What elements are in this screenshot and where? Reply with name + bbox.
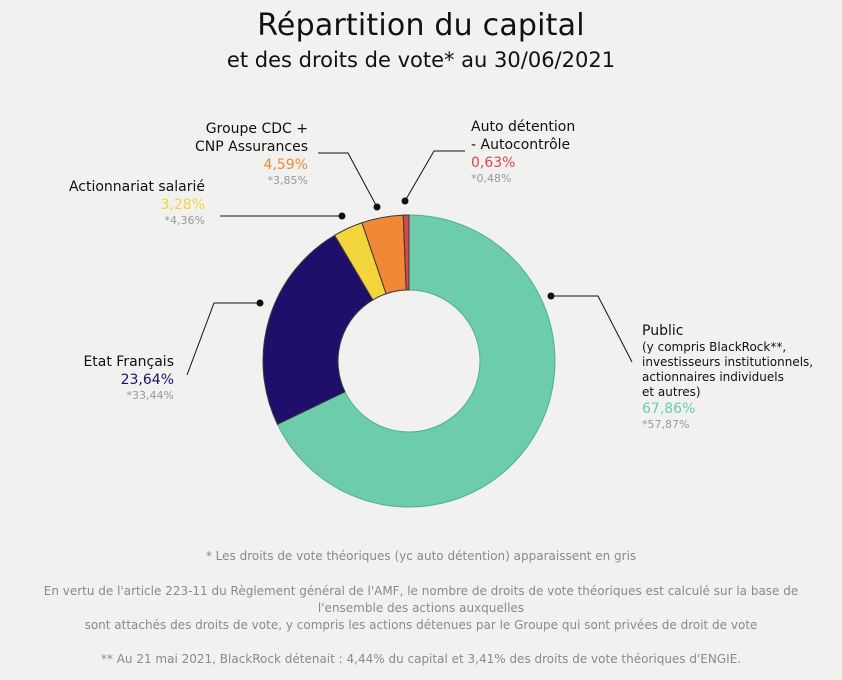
- slice-label-cdc: Groupe CDC + CNP Assurances 4,59% *3,85%: [150, 120, 308, 188]
- slice-name-etat: Etat Français: [83, 354, 174, 370]
- slice-auto: [402, 214, 410, 291]
- slice-etat: [262, 234, 374, 425]
- slice-name-auto-2: - Autocontrôle: [471, 137, 571, 153]
- slice-value-cdc: 4,59%: [263, 157, 308, 173]
- slice-vote-etat: *33,44%: [126, 389, 174, 402]
- slice-value-public: 67,86%: [642, 401, 696, 417]
- leader-dot-etat: [256, 299, 264, 307]
- footnote-blackrock: ** Au 21 mai 2021, BlackRock détenait : …: [100, 652, 742, 666]
- slice-name-cdc-1: Groupe CDC +: [205, 121, 308, 137]
- slice-value-salarie: 3,28%: [160, 197, 205, 213]
- leader-line-auto: [404, 150, 465, 202]
- slice-label-public: Public (y compris BlackRock**, investiss…: [642, 322, 813, 432]
- chart-title: Répartition du capital: [257, 8, 585, 43]
- slice-public: [276, 214, 556, 508]
- footnote-amf-3: sont attachés des droits de vote, y comp…: [84, 618, 758, 632]
- slice-name-salarie: Actionnariat salarié: [68, 179, 205, 195]
- leader-dot-public: [547, 292, 555, 300]
- chart-subtitle: et des droits de vote* au 30/06/2021: [226, 48, 616, 72]
- slice-vote-cdc: *3,85%: [267, 174, 308, 187]
- leader-dot-auto: [401, 197, 409, 205]
- slice-name-auto-1: Auto détention: [471, 119, 576, 135]
- slice-label-salarie: Actionnariat salarié 3,28% *4,36%: [40, 178, 205, 228]
- footnote-votes: * Les droits de vote théoriques (yc auto…: [205, 549, 637, 563]
- leader-line-etat: [186, 302, 260, 376]
- leader-line-cdc: [318, 152, 378, 208]
- slice-value-etat: 23,64%: [120, 372, 174, 388]
- slice-name-public: Public: [642, 323, 684, 339]
- leader-dot-cdc: [373, 203, 381, 211]
- slice-name-cdc-2: CNP Assurances: [195, 139, 308, 155]
- slice-label-auto: Auto détention - Autocontrôle 0,63% *0,4…: [471, 118, 575, 186]
- slice-vote-salarie: *4,36%: [164, 214, 205, 227]
- slice-vote-auto: *0,48%: [471, 172, 512, 185]
- footnote-amf-1: En vertu de l'article 223-11 du Règlemen…: [43, 584, 799, 598]
- leader-dot-salarie: [338, 212, 346, 220]
- slice-vote-public: *57,87%: [642, 418, 690, 431]
- slice-desc-public-3: actionnaires individuels: [642, 370, 784, 384]
- slice-desc-public-2: investisseurs institutionnels,: [642, 355, 814, 369]
- slice-label-etat: Etat Français 23,64% *33,44%: [40, 353, 174, 403]
- slice-desc-public-4: et autres): [642, 385, 701, 399]
- footnote-amf-2: l'ensemble des actions auxquelles: [317, 601, 525, 615]
- leader-line-public: [551, 295, 633, 363]
- slice-desc-public-1: (y compris BlackRock**,: [642, 340, 787, 354]
- slice-value-auto: 0,63%: [471, 155, 516, 171]
